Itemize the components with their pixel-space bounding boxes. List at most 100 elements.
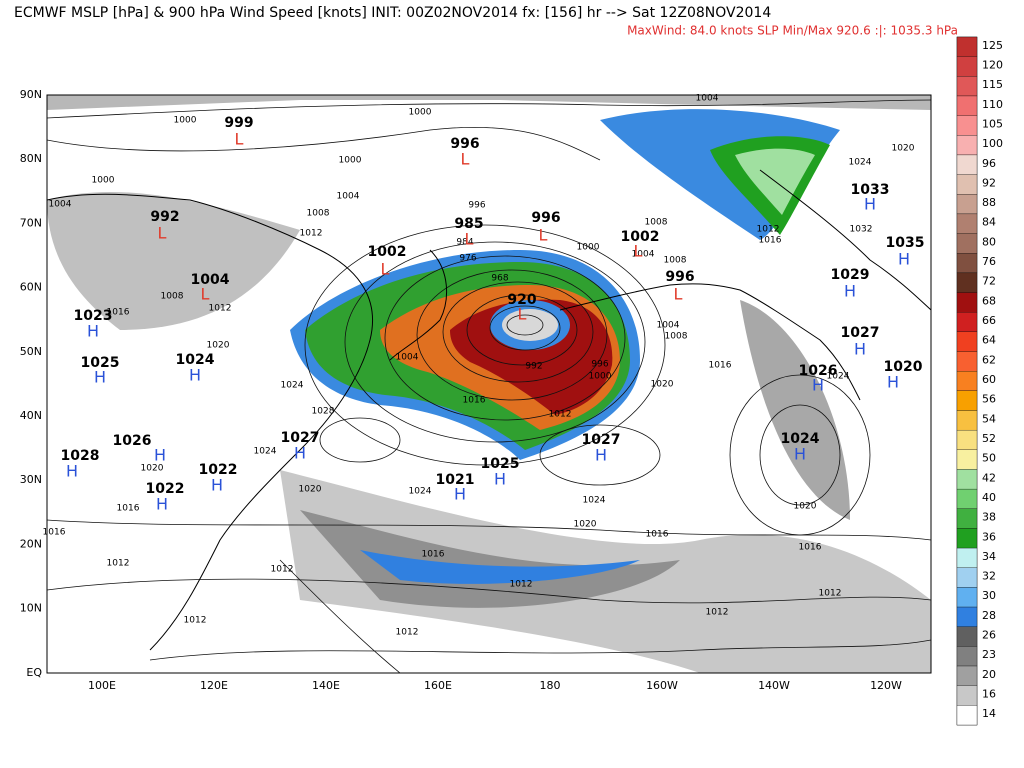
- contour-label: 1004: [337, 192, 360, 202]
- contour-label: 1020: [794, 502, 817, 512]
- contour-label: 1012: [757, 225, 780, 235]
- contour-label: 1004: [396, 353, 419, 363]
- colorbar-label: 34: [982, 550, 996, 563]
- contour-label: 1020: [651, 380, 674, 390]
- colorbar-swatch: [956, 469, 978, 490]
- contour-label: 1000: [409, 108, 432, 118]
- colorbar-swatch: [956, 76, 978, 97]
- coastlines: [47, 169, 931, 651]
- contour-label: 1004: [696, 94, 719, 104]
- colorbar-swatch: [956, 705, 978, 726]
- contour-label: 1016: [117, 504, 140, 514]
- shading: [300, 510, 680, 608]
- contours: [47, 99, 931, 673]
- center-symbol: L: [634, 242, 643, 261]
- lat-label: 30N: [20, 473, 42, 486]
- center-symbol: L: [674, 285, 683, 304]
- center-symbol: H: [887, 373, 899, 392]
- shading: [47, 191, 300, 330]
- contour-label: 968: [491, 274, 508, 284]
- contour-label: 1016: [463, 396, 486, 406]
- colorbar-swatch: [956, 272, 978, 293]
- contour-label: 1024: [849, 158, 872, 168]
- shading: [47, 95, 931, 110]
- center-pressure: 1027: [841, 325, 880, 341]
- colorbar-label: 56: [982, 393, 996, 406]
- map-area: [47, 95, 931, 673]
- colorbar-swatch: [956, 213, 978, 234]
- contour-label: 1000: [174, 116, 197, 126]
- contour-label: 1012: [549, 410, 572, 420]
- lat-label: 60N: [20, 281, 42, 294]
- colorbar-label: 68: [982, 294, 996, 307]
- center-symbol: H: [154, 446, 166, 465]
- contour-label: 1020: [892, 144, 915, 154]
- shading: [360, 550, 640, 584]
- center-symbol: H: [794, 445, 806, 464]
- contour-label: 996: [591, 360, 608, 370]
- colorbar-label: 42: [982, 471, 996, 484]
- contour-label: 1012: [184, 616, 207, 626]
- contour-label: 1004: [657, 321, 680, 331]
- center-symbol: H: [898, 250, 910, 269]
- center-pressure: 1028: [61, 448, 100, 464]
- center-pressure: 1026: [799, 363, 838, 379]
- contour-label: 1020: [207, 341, 230, 351]
- colorbar-label: 120: [982, 58, 1003, 71]
- contour-label: 996: [468, 201, 485, 211]
- colorbar-swatch: [956, 449, 978, 470]
- contour-label: 1020: [574, 520, 597, 530]
- center-pressure: 1024: [176, 352, 215, 368]
- colorbar-swatch: [956, 154, 978, 175]
- colorbar-swatch: [956, 253, 978, 274]
- colorbar-swatch: [956, 587, 978, 608]
- colorbar-label: 60: [982, 373, 996, 386]
- contour-label: 1032: [850, 225, 873, 235]
- colorbar-swatch: [956, 488, 978, 509]
- colorbar-label: 32: [982, 570, 996, 583]
- center-symbol: H: [854, 340, 866, 359]
- center-pressure: 1027: [582, 432, 621, 448]
- subtitle: MaxWind: 84.0 knots SLP Min/Max 920.6 :|…: [627, 24, 958, 38]
- center-symbol: L: [518, 305, 527, 324]
- center-pressure: 920: [507, 292, 536, 308]
- center-pressure: 1002: [621, 229, 660, 245]
- colorbar-swatch: [956, 547, 978, 568]
- center-symbol: L: [539, 226, 548, 245]
- colorbar-label: 84: [982, 216, 996, 229]
- center-symbol: H: [189, 366, 201, 385]
- shading: [740, 300, 850, 520]
- center-pressure: 1035: [886, 235, 925, 251]
- contour-label: 1000: [577, 243, 600, 253]
- colorbar-label: 100: [982, 137, 1003, 150]
- colorbar-label: 125: [982, 39, 1003, 52]
- lat-label: 80N: [20, 152, 42, 165]
- center-pressure: 1021: [436, 472, 475, 488]
- contour-label: 1016: [759, 236, 782, 246]
- colorbar-label: 28: [982, 609, 996, 622]
- center-pressure: 1020: [884, 359, 923, 375]
- colorbar-swatch: [956, 665, 978, 686]
- colorbar-swatch: [956, 331, 978, 352]
- contour-label: 1024: [409, 487, 432, 497]
- center-pressure: 1002: [368, 244, 407, 260]
- colorbar-swatch: [956, 292, 978, 313]
- center-symbol: L: [461, 150, 470, 169]
- colorbar-label: 40: [982, 491, 996, 504]
- contour-label: 1012: [396, 628, 419, 638]
- lon-label: 180: [540, 679, 561, 692]
- lat-label: 50N: [20, 345, 42, 358]
- center-pressure: 1029: [831, 267, 870, 283]
- colorbar-label: 36: [982, 530, 996, 543]
- colorbar-label: 16: [982, 688, 996, 701]
- center-symbol: L: [465, 230, 474, 249]
- colorbar-swatch: [956, 528, 978, 549]
- center-pressure: 996: [531, 210, 560, 226]
- lat-label: 20N: [20, 537, 42, 550]
- colorbar-swatch: [956, 174, 978, 195]
- colorbar-label: 50: [982, 452, 996, 465]
- colorbar-swatch: [956, 135, 978, 156]
- contour-label: 1000: [339, 156, 362, 166]
- lon-label: 140E: [312, 679, 340, 692]
- colorbar-label: 38: [982, 511, 996, 524]
